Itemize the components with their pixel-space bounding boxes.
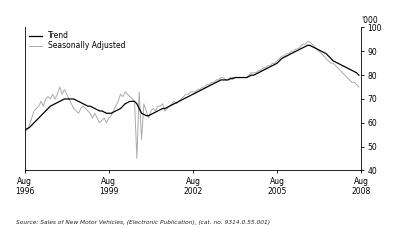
Legend: Trend, Seasonally Adjusted: Trend, Seasonally Adjusted bbox=[29, 31, 126, 50]
Text: Source: Sales of New Motor Vehicles, (Electronic Publication), (cat. no. 9314.0.: Source: Sales of New Motor Vehicles, (El… bbox=[16, 220, 270, 225]
Text: '000: '000 bbox=[361, 16, 378, 25]
